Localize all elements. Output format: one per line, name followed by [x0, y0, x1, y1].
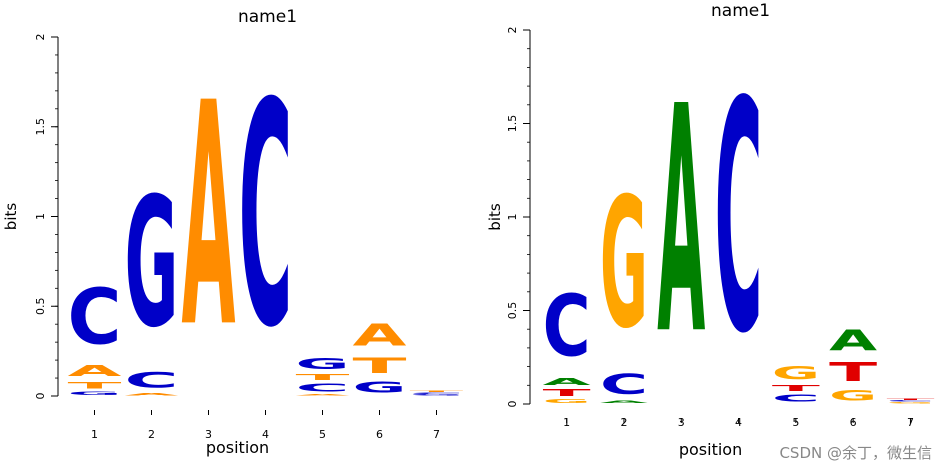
logo-letter-G-pos7: G	[410, 394, 464, 396]
y-tick-label: 1.5	[506, 115, 519, 133]
logo-letter-A-pos2: A	[600, 400, 648, 404]
logo-letter-G-pos6: G	[353, 379, 407, 397]
logo-letter-G-pos7: G	[886, 402, 934, 404]
logo-letter-T-pos6: T	[353, 353, 408, 378]
x-tick-label: 3	[205, 428, 212, 441]
x-tick-label: 2	[148, 428, 155, 441]
logo-letter-G-pos5: G	[772, 363, 820, 383]
x-tick-label: 5	[319, 428, 326, 441]
y-tick-label: 1	[506, 214, 519, 221]
y-axis-label: bits	[2, 203, 20, 231]
x-tick-label: 4	[262, 428, 269, 441]
logo-letter-G-pos6: G	[829, 387, 877, 404]
logo-letter-G-pos2: G	[600, 160, 648, 368]
y-tick-label: 0	[34, 393, 47, 400]
x-tick-label: 7	[907, 416, 914, 429]
logo-letter-C-pos5: C	[772, 393, 820, 404]
logo-letter-A-pos3: A	[182, 38, 236, 395]
logo-letter-T-pos7: T	[410, 391, 464, 393]
logo-letter-T-pos1: T	[543, 387, 591, 398]
logo-letter-A-pos1: A	[68, 362, 122, 380]
logo-letter-T-pos1: T	[68, 380, 123, 391]
logo-letter-C-pos2: C	[125, 367, 179, 392]
y-tick-label: 0	[506, 401, 519, 408]
x-axis-label: position	[679, 440, 742, 459]
y-axis-label: bits	[486, 203, 504, 231]
y-tick-label: 1	[34, 213, 47, 220]
logo-letter-A-pos6: A	[829, 324, 878, 357]
logo-letter-A-pos1: A	[543, 376, 592, 387]
x-tick-label: 4	[735, 416, 742, 429]
logo-letter-C-pos2: C	[600, 369, 648, 400]
y-tick-label: 0.5	[506, 302, 519, 320]
logo-letter-G-pos5: G	[296, 355, 350, 373]
logo-letter-C-pos1: C	[543, 277, 591, 376]
x-tick-label: 6	[850, 416, 857, 429]
logo-letter-G-pos1: G	[543, 398, 591, 404]
x-tick-label: 5	[792, 416, 799, 429]
watermark: CSDN @余丁，微生信	[779, 444, 932, 462]
logo-letter-A-pos6: A	[353, 317, 407, 353]
logo-letter-C-pos4: C	[239, 38, 293, 396]
logo-letter-C-pos7: C	[410, 392, 464, 394]
x-axis-label: position	[206, 438, 269, 457]
logo-letter-C-pos7: C	[886, 400, 934, 402]
x-tick-label: 6	[376, 428, 383, 441]
y-tick-label: 0.5	[34, 298, 47, 316]
y-tick-label: 1.5	[34, 118, 47, 136]
logo-letter-A-pos3: A	[657, 39, 705, 402]
x-tick-label: 2	[620, 416, 627, 429]
logo-letter-T-pos6: T	[829, 358, 877, 387]
x-tick-label: 3	[678, 416, 685, 429]
y-tick-label: 2	[34, 34, 47, 41]
x-tick-label: 7	[433, 428, 440, 441]
x-tick-label: 1	[563, 416, 570, 429]
logo-letter-T-pos5: T	[296, 373, 351, 382]
logo-letter-C-pos5: C	[296, 382, 350, 394]
y-tick-label: 2	[506, 27, 519, 34]
logo-letter-A-pos5: A	[296, 394, 350, 396]
logo-letter-A-pos2: A	[125, 392, 179, 396]
logo-letter-T-pos7: T	[886, 398, 934, 400]
chart-title: name1	[238, 7, 297, 27]
x-tick-label: 1	[91, 428, 98, 441]
logo-letter-C-pos4: C	[715, 34, 763, 402]
logo-letter-C-pos1: C	[68, 272, 122, 362]
logo-letter-G-pos1: G	[68, 391, 122, 396]
logo-letter-G-pos2: G	[125, 159, 179, 367]
logo-letter-T-pos5: T	[772, 384, 820, 393]
chart-title: name1	[711, 1, 770, 21]
